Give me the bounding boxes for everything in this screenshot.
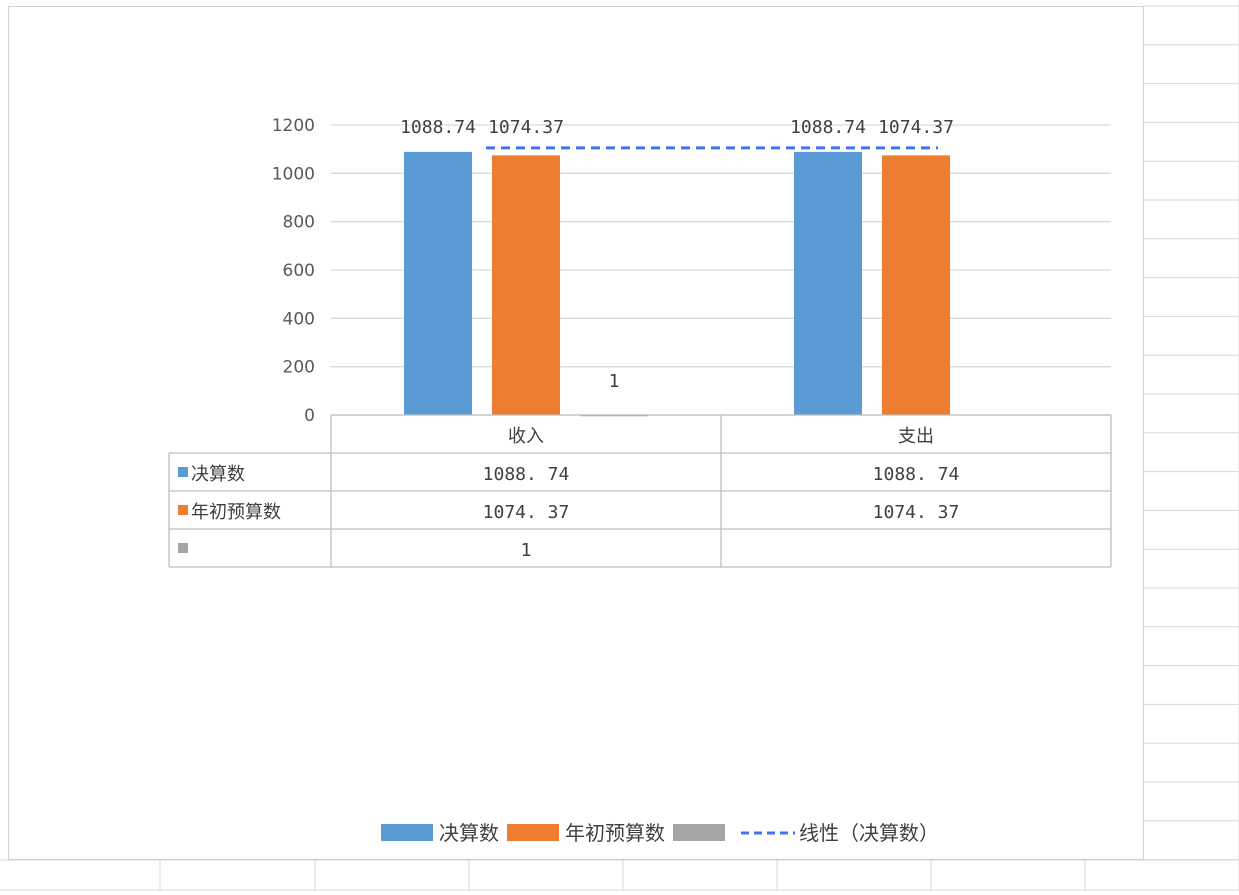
y-tick-label: 400 <box>283 309 315 329</box>
legend-label: 线性（决算数） <box>799 821 939 845</box>
table-legend-key <box>178 467 188 477</box>
data-label: 1 <box>609 371 620 392</box>
y-tick-label: 1000 <box>272 164 315 184</box>
legend: 决算数 年初预算数 线性（决算数） <box>381 821 939 845</box>
table-cell: 1088. 74 <box>873 464 960 485</box>
table-series-name: 年初预算数 <box>191 502 281 523</box>
y-axis-ticks: 0 200 400 600 800 1000 1200 <box>272 116 315 426</box>
table-series-name: 决算数 <box>191 464 245 485</box>
data-label: 1088.74 <box>400 117 476 138</box>
bar <box>404 151 472 416</box>
legend-label: 年初预算数 <box>565 821 665 845</box>
bar <box>882 155 950 415</box>
y-tick-label: 600 <box>283 261 315 281</box>
table-legend-key <box>178 543 188 553</box>
table-legend-key <box>178 505 188 515</box>
y-tick-label: 1200 <box>272 116 315 136</box>
bar <box>794 151 862 416</box>
table-cell: 1 <box>521 540 532 561</box>
legend-swatch <box>673 824 725 841</box>
y-tick-label: 0 <box>304 406 315 426</box>
table-cell: 1088. 74 <box>483 464 570 485</box>
bars <box>404 151 950 417</box>
chart-area[interactable]: 0 200 400 600 800 1000 1200 1088.74 1074.37 1 108… <box>8 6 1144 860</box>
data-label: 1074.37 <box>488 117 564 138</box>
category-label: 支出 <box>898 426 934 447</box>
legend-swatch <box>381 824 433 841</box>
y-tick-label: 200 <box>283 358 315 378</box>
y-tick-label: 800 <box>283 213 315 233</box>
data-label: 1088.74 <box>790 117 866 138</box>
data-label: 1074.37 <box>878 117 954 138</box>
bar <box>492 155 560 415</box>
legend-label: 决算数 <box>439 821 499 845</box>
table-cell: 1074. 37 <box>873 502 960 523</box>
data-labels: 1088.74 1074.37 1 1088.74 1074.37 <box>400 117 954 392</box>
legend-swatch <box>507 824 559 841</box>
category-label: 收入 <box>508 426 544 447</box>
table-cell: 1074. 37 <box>483 502 570 523</box>
